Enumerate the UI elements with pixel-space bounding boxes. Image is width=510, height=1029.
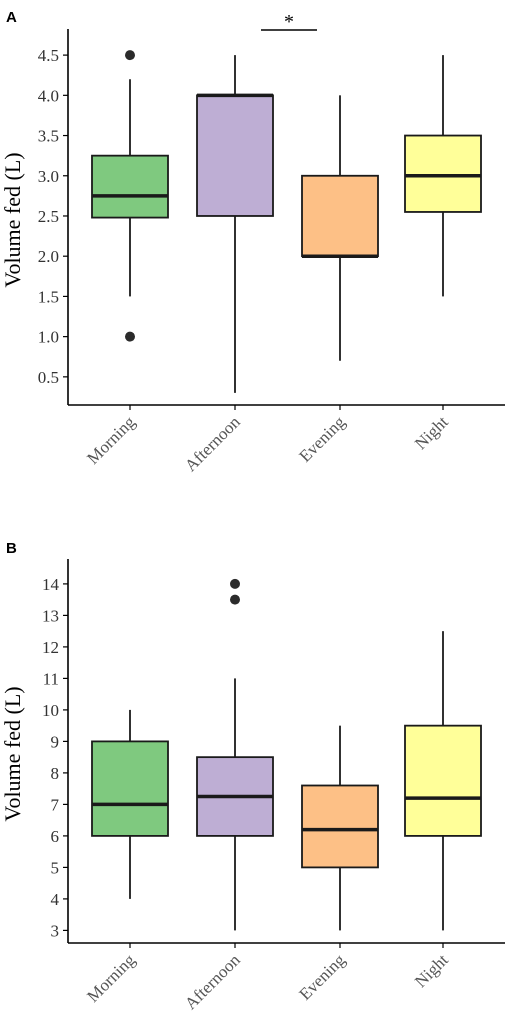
x-tick-label: Afternoon <box>181 412 244 475</box>
box-morning <box>91 50 169 342</box>
box-evening <box>301 725 379 931</box>
y-tick-label: 13 <box>42 606 59 625</box>
outlier-point <box>125 50 135 61</box>
y-tick-label: 14 <box>42 575 60 594</box>
y-tick-label: 10 <box>42 701 59 720</box>
y-tick-label: 12 <box>42 638 59 657</box>
x-tick-label: Afternoon <box>181 950 244 1013</box>
iqr-box <box>91 154 169 219</box>
y-tick-label: 3 <box>51 921 60 940</box>
iqr-box <box>91 740 169 837</box>
x-tick-label: Night <box>411 412 452 453</box>
box-evening <box>301 95 379 361</box>
y-tick-label: 3.5 <box>38 127 59 146</box>
y-tick-label: 4.5 <box>38 46 59 65</box>
y-tick-label: 8 <box>51 764 60 783</box>
iqr-box <box>301 784 379 869</box>
y-tick-label: 1.0 <box>38 328 59 347</box>
y-tick-label: 3.0 <box>38 167 59 186</box>
outlier-point <box>125 331 135 342</box>
box-night <box>404 55 482 297</box>
iqr-box <box>196 94 274 217</box>
y-tick-label: 11 <box>43 669 59 688</box>
box-afternoon <box>196 578 274 931</box>
y-tick-label: 4.0 <box>38 86 59 105</box>
x-tick-label: Night <box>411 950 452 991</box>
y-tick-label: 4 <box>51 890 60 909</box>
outlier-point <box>230 594 240 605</box>
panel-a: A 0.5 1.0 1.5 2.0 2.5 3.0 3.5 4.0 4.5 Volume fed (… <box>0 9 505 475</box>
y-tick-label: 1.5 <box>38 287 59 306</box>
iqr-box <box>404 724 482 837</box>
y-tick-label: 5 <box>51 858 60 877</box>
panel-letter: B <box>6 540 17 557</box>
y-tick-label: 2.0 <box>38 247 59 266</box>
iqr-box <box>301 174 379 258</box>
x-tick-label: Evening <box>295 950 349 1004</box>
box-night <box>404 631 482 931</box>
box-morning <box>91 709 169 899</box>
x-tick-label: Morning <box>83 412 139 468</box>
y-axis-label: Volume fed (L) <box>0 152 25 287</box>
y-tick-label: 7 <box>51 795 60 814</box>
y-axis-label: Volume fed (L) <box>0 686 25 821</box>
significance-star: * <box>284 11 294 33</box>
y-tick-label: 2.5 <box>38 207 59 226</box>
iqr-box <box>404 134 482 213</box>
panel-b: B 3 4 5 6 7 8 9 10 11 12 13 14 Volume fed (L) Morning A… <box>0 540 505 1013</box>
outlier-point <box>230 578 240 589</box>
y-tick-label: 6 <box>51 827 60 846</box>
box-afternoon <box>196 55 274 393</box>
y-tick-label: 0.5 <box>38 368 59 387</box>
x-tick-label: Evening <box>295 412 349 466</box>
x-tick-label: Morning <box>83 950 139 1006</box>
y-tick-label: 9 <box>51 732 60 751</box>
panel-letter: A <box>6 9 17 26</box>
